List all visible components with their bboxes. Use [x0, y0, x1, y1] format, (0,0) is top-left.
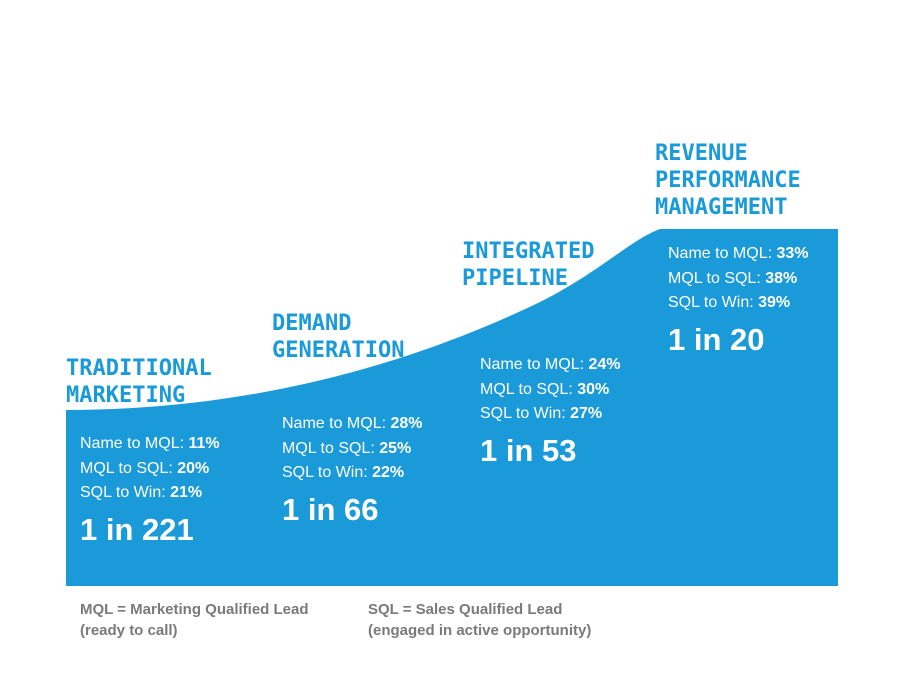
- stat-mql-to-sql: MQL to SQL: 25%: [282, 439, 412, 457]
- stage-title-line: REVENUE: [655, 141, 748, 166]
- stage-title-demand-generation: DEMAND GENERATION: [272, 310, 404, 364]
- stage-title-line: MANAGEMENT: [655, 195, 788, 220]
- stage-title-line: DEMAND: [272, 311, 352, 336]
- stat-sql-to-win: SQL to Win: 22%: [282, 464, 405, 481]
- legend-note: (ready to call): [80, 622, 178, 639]
- legend-definition: SQL = Sales Qualified Lead: [368, 601, 563, 618]
- conversion-ratio: 1 in 53: [480, 432, 577, 468]
- stage-stats-demand-generation: Name to MQL: 28% MQL to SQL: 25% SQL to …: [282, 412, 423, 530]
- stat-name-to-mql: Name to MQL: 11%: [80, 435, 220, 452]
- stage-stats-traditional-marketing: Name to MQL: 11% MQL to SQL: 20% SQL to …: [80, 432, 220, 550]
- stage-title-line: PIPELINE: [462, 266, 568, 291]
- legend-note: (engaged in active opportunity): [368, 622, 592, 639]
- conversion-ratio: 1 in 20: [668, 321, 765, 357]
- growth-curve-area: [66, 229, 838, 586]
- stage-title-line: MARKETING: [66, 383, 186, 408]
- stage-title-line: TRADITIONAL: [66, 356, 212, 381]
- conversion-ratio: 1 in 66: [282, 491, 379, 527]
- legend-mql: MQL = Marketing Qualified Lead (ready to…: [80, 599, 309, 641]
- stat-mql-to-sql: MQL to SQL: 30%: [480, 380, 610, 398]
- stage-title-line: INTEGRATED: [462, 239, 595, 264]
- legend-definition: MQL = Marketing Qualified Lead: [80, 601, 309, 618]
- stat-name-to-mql: Name to MQL: 24%: [480, 356, 621, 373]
- stat-mql-to-sql: MQL to SQL: 20%: [80, 459, 210, 477]
- stage-title-integrated-pipeline: INTEGRATED PIPELINE: [462, 238, 594, 292]
- stage-title-revenue-performance-management: REVENUE PERFORMANCE MANAGEMENT: [655, 140, 801, 221]
- stage-title-line: GENERATION: [272, 338, 405, 363]
- stat-sql-to-win: SQL to Win: 27%: [480, 405, 603, 422]
- stat-sql-to-win: SQL to Win: 21%: [80, 484, 203, 501]
- stat-mql-to-sql: MQL to SQL: 38%: [668, 269, 798, 287]
- conversion-ratio: 1 in 221: [80, 511, 194, 547]
- legend-sql: SQL = Sales Qualified Lead (engaged in a…: [368, 599, 591, 641]
- stage-stats-integrated-pipeline: Name to MQL: 24% MQL to SQL: 30% SQL to …: [480, 353, 621, 471]
- stat-name-to-mql: Name to MQL: 28%: [282, 415, 423, 432]
- stage-stats-revenue-performance-management: Name to MQL: 33% MQL to SQL: 38% SQL to …: [668, 242, 809, 360]
- stat-sql-to-win: SQL to Win: 39%: [668, 294, 791, 311]
- stage-title-traditional-marketing: TRADITIONAL MARKETING: [66, 355, 212, 409]
- stage-title-line: PERFORMANCE: [655, 168, 801, 193]
- stat-name-to-mql: Name to MQL: 33%: [668, 245, 809, 262]
